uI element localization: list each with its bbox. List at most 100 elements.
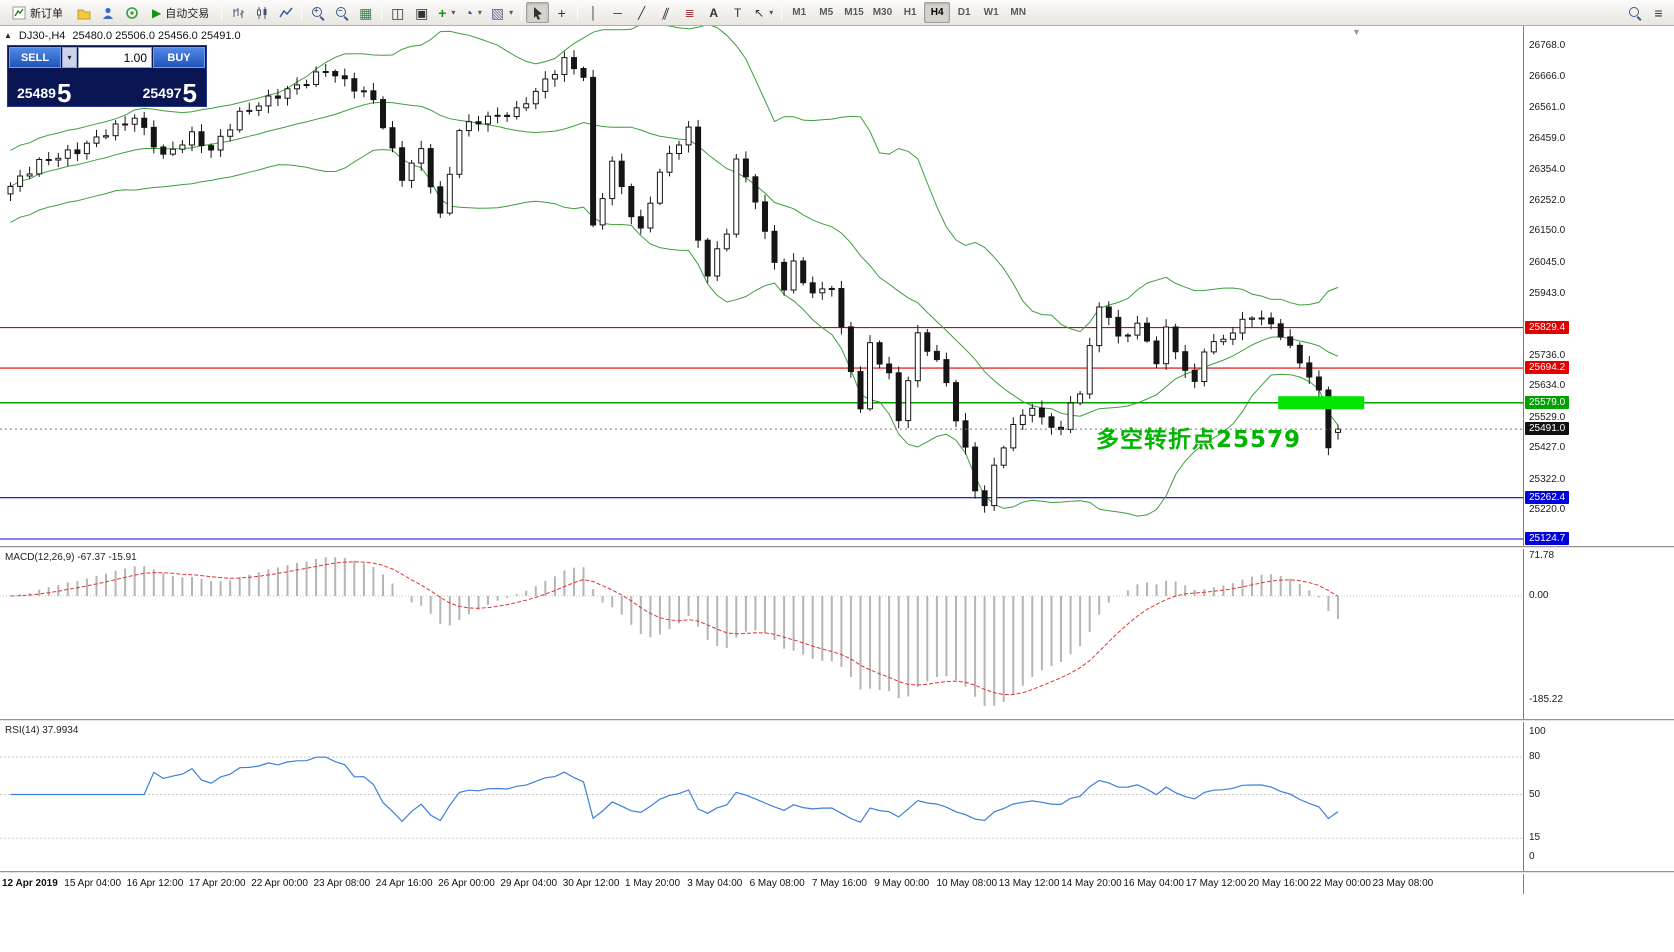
rsi-panel[interactable]: RSI(14) 37.9934 (0, 722, 1523, 871)
templates-button[interactable]: ▧ ▾ (487, 2, 517, 23)
vertical-line-button[interactable]: │ (582, 2, 605, 23)
timeframe-m15[interactable]: M15 (840, 2, 867, 23)
time-axis-label: 29 Apr 04:00 (500, 878, 558, 889)
time-axis-label: 14 May 20:00 (1061, 878, 1122, 889)
timeframe-mn[interactable]: MN (1005, 2, 1031, 23)
timeframe-m1[interactable]: M1 (786, 2, 812, 23)
price-scale-label: 26459.0 (1529, 132, 1566, 144)
panel-divider[interactable] (0, 546, 1674, 549)
navigator-button[interactable] (120, 2, 143, 23)
timeframe-h4[interactable]: H4 (924, 2, 951, 23)
buy-price: 25497 5 (142, 77, 197, 108)
expand-icon[interactable]: ▲ (4, 31, 12, 40)
buy-button[interactable]: BUY (153, 47, 205, 68)
line-chart-icon (279, 7, 293, 17)
auto-trading-button[interactable]: ▶ 自动交易 (144, 2, 217, 23)
label-tool-button[interactable]: T (726, 2, 749, 23)
time-axis-label: 24 Apr 16:00 (375, 878, 433, 889)
timeframe-m30[interactable]: M30 (869, 2, 896, 23)
menu-button[interactable]: ≡ (1647, 2, 1670, 23)
cascade-windows-icon: ▣ (415, 4, 429, 21)
volume-input[interactable] (78, 47, 152, 68)
time-axis-label: 17 Apr 20:00 (188, 878, 246, 889)
crosshair-button[interactable]: + (550, 2, 573, 23)
macd-panel[interactable]: MACD(12,26,9) -67.37 -15.91 (0, 549, 1523, 719)
market-watch-button[interactable] (96, 2, 119, 23)
sell-button[interactable]: SELL (9, 47, 61, 68)
sell-price-dec: 5 (56, 77, 72, 108)
chart-text-annotation[interactable]: 多空转折点25579 (1096, 427, 1302, 453)
time-axis-label: 7 May 16:00 (811, 878, 867, 889)
zoom-out-button[interactable]: − (330, 2, 353, 23)
price-scale[interactable]: 26768.0 26666.0 26561.0 26459.0 26354.0 26252… (1523, 26, 1674, 894)
arrow-tool-icon: ↖ (754, 5, 765, 20)
panel-divider[interactable] (0, 719, 1674, 722)
time-axis-label: 12 Apr 2019 (2, 878, 58, 889)
chart-shift-marker[interactable]: ▼ (1352, 27, 1361, 37)
buy-price-int: 25497 (142, 85, 182, 101)
menu-icon: ≡ (1654, 4, 1663, 21)
price-level-badge: 25262.4 (1525, 490, 1570, 504)
tile-windows-button[interactable]: ◫ (386, 2, 409, 23)
chart-candles-button[interactable] (250, 2, 273, 23)
text-tool-icon: A (709, 5, 718, 20)
trendline-button[interactable]: ╱ (630, 2, 653, 23)
price-scale-label: 26045.0 (1529, 256, 1566, 268)
window-background (0, 894, 1674, 952)
indicators-button[interactable]: + ▾ (434, 2, 459, 23)
sell-price-int: 25489 (17, 85, 56, 101)
fibonacci-button[interactable]: ≣ (678, 2, 701, 23)
price-scale-label: 26666.0 (1529, 70, 1566, 82)
grid-button[interactable]: ▦ (354, 2, 377, 23)
cursor-button[interactable] (526, 2, 550, 23)
rsi-scale-label: 100 (1529, 726, 1546, 737)
buy-price-dec: 5 (182, 77, 197, 108)
macd-label: MACD(12,26,9) -67.37 -15.91 (5, 552, 137, 563)
search-button[interactable] (1623, 2, 1646, 23)
chevron-down-icon: ▾ (477, 8, 482, 17)
chart-bars-button[interactable] (226, 2, 249, 23)
volume-dropdown-icon[interactable]: ▾ (62, 47, 77, 68)
current-price-badge: 25491.0 (1525, 422, 1570, 436)
macd-scale-label: -185.22 (1529, 693, 1563, 705)
profiles-button[interactable] (72, 2, 95, 23)
tile-windows-icon: ◫ (391, 4, 405, 21)
zoom-in-button[interactable]: + (306, 2, 329, 23)
periods-button[interactable]: ◔ ▾ (460, 2, 485, 23)
time-axis[interactable]: 12 Apr 2019 15 Apr 04:00 16 Apr 12:00 17 Ap… (0, 874, 1523, 894)
price-scale-label: 26768.0 (1529, 40, 1566, 51)
zoom-out-icon: − (335, 6, 349, 20)
price-scale-label: 26561.0 (1529, 102, 1566, 114)
price-scale-label: 26150.0 (1529, 225, 1566, 237)
channel-button[interactable]: ∥ (654, 2, 677, 23)
timeframe-h1[interactable]: H1 (897, 2, 923, 23)
cursor-icon (534, 6, 543, 20)
new-order-icon (12, 6, 26, 19)
highlight-zone[interactable] (1278, 396, 1365, 410)
chart-line-button[interactable] (274, 2, 297, 23)
new-order-button[interactable]: 新订单 (4, 2, 71, 23)
time-axis-label: 1 May 20:00 (625, 878, 681, 889)
channel-icon: ∥ (660, 5, 672, 20)
time-axis-label: 10 May 08:00 (936, 878, 998, 889)
toolbar-separator (301, 4, 303, 21)
price-chart-canvas[interactable] (0, 26, 1523, 546)
profiles-folder-icon (77, 9, 90, 19)
timeframe-m5[interactable]: M5 (813, 2, 839, 23)
timeframe-d1[interactable]: D1 (951, 2, 977, 23)
bollinger-lower (10, 149, 1339, 517)
macd-canvas (0, 557, 1523, 706)
text-tool-button[interactable]: A (702, 2, 725, 23)
chart-window[interactable]: ▲ DJ30-,H4 25480.0 25506.0 25456.0 25491… (0, 26, 1523, 546)
person-icon (102, 7, 113, 19)
candles (7, 50, 1341, 513)
auto-trading-play-icon: ▶ (152, 5, 162, 20)
price-scale-label: 25322.0 (1529, 473, 1566, 485)
timeframe-w1[interactable]: W1 (978, 2, 1004, 23)
chart-ohlc-values: 25480.0 25506.0 25456.0 25491.0 (72, 30, 241, 42)
cascade-windows-button[interactable]: ▣ (410, 2, 433, 23)
horizontal-line-button[interactable]: ─ (606, 2, 629, 23)
shapes-button[interactable]: ↖ ▾ (750, 2, 777, 23)
time-axis-label: 26 Apr 00:00 (438, 878, 495, 889)
macd-scale-label: 71.78 (1529, 549, 1555, 561)
